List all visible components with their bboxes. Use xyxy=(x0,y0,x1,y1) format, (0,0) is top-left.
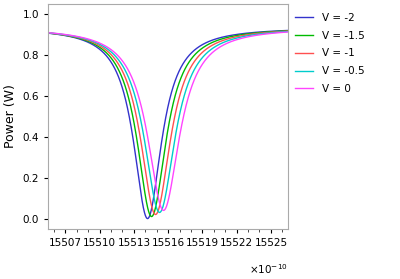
Line: V = -1: V = -1 xyxy=(31,30,305,215)
V = -0.5 xyxy=(207,49,212,52)
Text: $\times10^{-10}$: $\times10^{-10}$ xyxy=(249,263,288,276)
V = -1.5 xyxy=(149,215,154,218)
V = 0 xyxy=(193,75,198,79)
Line: V = -1.5: V = -1.5 xyxy=(31,30,305,217)
V = 0 xyxy=(134,86,138,89)
Line: V = 0: V = 0 xyxy=(31,31,305,210)
V = -1 xyxy=(78,37,83,40)
V = -1.5 xyxy=(303,28,308,32)
V = -0.5 xyxy=(78,36,83,39)
V = 0 xyxy=(233,38,238,42)
V = 0 xyxy=(78,35,83,39)
V = -1 xyxy=(303,29,308,32)
V = -2 xyxy=(78,38,83,41)
V = -1.5 xyxy=(233,34,238,37)
V = -0.5 xyxy=(157,211,162,214)
V = -1 xyxy=(134,112,138,116)
V = -1.5 xyxy=(29,30,34,33)
V = -0.5 xyxy=(233,37,238,40)
V = -0.5 xyxy=(303,29,308,32)
V = -0.5 xyxy=(254,33,259,36)
V = -2 xyxy=(207,40,212,43)
V = -1 xyxy=(193,58,198,62)
V = -1 xyxy=(153,213,158,216)
V = -2 xyxy=(303,28,308,32)
V = -1 xyxy=(207,45,212,49)
V = -2 xyxy=(254,31,259,34)
V = 0 xyxy=(207,54,212,57)
V = -0.5 xyxy=(134,97,138,101)
V = -0.5 xyxy=(29,30,34,33)
V = -2 xyxy=(233,33,238,36)
V = 0 xyxy=(303,29,308,33)
V = 0 xyxy=(29,30,34,33)
V = -1.5 xyxy=(254,31,259,35)
Line: V = -0.5: V = -0.5 xyxy=(31,31,305,212)
V = -2 xyxy=(193,48,198,51)
V = -2 xyxy=(29,30,34,33)
V = -2 xyxy=(145,217,150,220)
Y-axis label: Power (W): Power (W) xyxy=(4,85,17,148)
V = -1.5 xyxy=(193,52,198,56)
Legend: V = -2, V = -1.5, V = -1, V = -0.5, V = 0: V = -2, V = -1.5, V = -1, V = -0.5, V = … xyxy=(290,9,368,98)
V = -1.5 xyxy=(134,131,138,135)
V = -1 xyxy=(29,30,34,33)
V = -2 xyxy=(134,156,138,159)
V = -1 xyxy=(254,32,259,35)
V = -1.5 xyxy=(78,37,83,40)
V = 0 xyxy=(254,33,259,37)
Line: V = -2: V = -2 xyxy=(31,30,305,218)
V = -0.5 xyxy=(193,66,198,69)
V = 0 xyxy=(161,209,166,212)
V = -1 xyxy=(233,35,238,39)
V = -1.5 xyxy=(207,42,212,45)
